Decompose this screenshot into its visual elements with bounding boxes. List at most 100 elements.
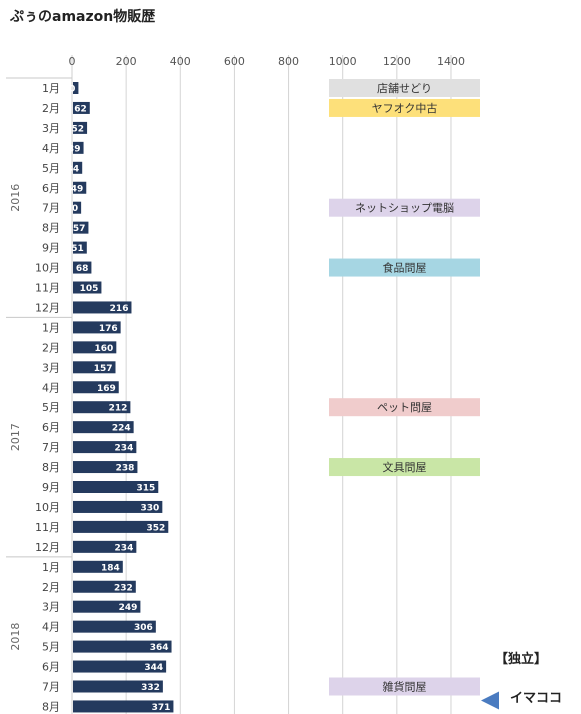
annotation-label: ヤフオク中古 [372, 102, 438, 115]
bar-value-label: 30 [66, 204, 79, 214]
current-position-marker-icon [481, 691, 499, 710]
bars: 20 62 52 39 34 49 30 57 51 68 105 216 176 160 157 169 21… [63, 82, 174, 713]
bar-value-label: 249 [119, 603, 138, 613]
bar [73, 500, 163, 513]
bar [73, 620, 156, 633]
annotation-box [329, 198, 480, 217]
x-tick-label: 1200 [383, 55, 411, 68]
bar [73, 361, 116, 374]
independence-note: 【独立】 [495, 652, 548, 667]
grid-lines [71, 55, 452, 714]
x-tick-label: 0 [69, 55, 76, 68]
bar-value-label: 49 [71, 184, 84, 194]
bar-value-label: 68 [76, 264, 89, 274]
chart-title: ぷぅのamazon物販歴 [10, 9, 156, 25]
month-label: 9月 [42, 481, 60, 494]
bar-value-label: 176 [99, 324, 118, 334]
month-label: 2月 [42, 341, 60, 354]
bar-value-label: 20 [63, 85, 76, 95]
month-label: 7月 [42, 441, 60, 454]
x-axis-ticks: 0 200 400 600 800 1000 1200 1400 [69, 55, 465, 68]
bar [73, 141, 84, 154]
bar [73, 680, 163, 693]
month-label: 5月 [42, 162, 60, 175]
annotation-label: 文具問屋 [383, 460, 427, 474]
month-label: 3月 [42, 601, 60, 614]
bar-value-label: 57 [73, 224, 86, 234]
bar [73, 540, 137, 553]
month-label: 8月 [42, 222, 60, 235]
bar [73, 421, 134, 434]
year-axis: 2016 1月 2月 3月 4月 5月 6月 7月 8月 9月 10月 11月 12月 2017 1月 2月 3… [6, 77, 72, 713]
bar [73, 221, 89, 234]
bar-value-label: 234 [115, 543, 134, 553]
bar [73, 261, 92, 274]
x-tick-label: 400 [170, 55, 191, 68]
bar [73, 82, 79, 94]
month-label: 4月 [42, 621, 60, 634]
bar [73, 401, 131, 414]
month-label: 4月 [42, 381, 60, 394]
annotation-label: 雑貨問屋 [383, 680, 427, 694]
month-label: 10月 [35, 501, 60, 514]
month-label: 5月 [42, 641, 60, 654]
annotation-label: ペット問屋 [377, 401, 432, 414]
bar-value-label: 232 [114, 583, 133, 593]
x-tick-label: 600 [224, 55, 245, 68]
bar [73, 700, 174, 713]
bar [73, 660, 167, 673]
annotation-label: ネットショップ電脳 [355, 202, 454, 215]
annotation-box [329, 258, 480, 277]
bar [73, 441, 137, 454]
bar [73, 461, 138, 474]
month-label: 9月 [42, 242, 60, 255]
year-label: 2016 [9, 184, 22, 212]
month-label: 2月 [42, 102, 60, 115]
month-label: 3月 [42, 122, 60, 135]
x-tick-label: 200 [116, 55, 137, 68]
month-label: 5月 [42, 401, 60, 414]
month-label: 1月 [42, 321, 60, 334]
bar [73, 301, 132, 314]
bar-value-label: 315 [136, 484, 155, 494]
bar-value-label: 34 [67, 164, 80, 174]
bar [73, 241, 87, 254]
month-label: 7月 [42, 681, 60, 694]
month-label: 10月 [35, 262, 60, 275]
current-position-label: イマココ [510, 691, 563, 706]
bar-value-label: 52 [72, 124, 85, 134]
bar-value-label: 184 [101, 563, 120, 573]
x-tick-label: 1000 [329, 55, 357, 68]
month-label: 6月 [42, 661, 60, 674]
bar-value-label: 39 [68, 144, 81, 154]
annotation-box [329, 398, 480, 417]
annotation-box [329, 677, 480, 696]
month-label: 3月 [42, 361, 60, 374]
bar-value-label: 169 [97, 384, 116, 394]
annotation-label: 店舗せどり [377, 81, 432, 95]
annotation-label: 食品問屋 [383, 261, 427, 275]
bar-value-label: 364 [150, 643, 169, 653]
bar [73, 121, 88, 134]
month-label: 1月 [42, 561, 60, 574]
month-label: 1月 [42, 82, 60, 95]
bar [73, 600, 141, 613]
bar-value-label: 51 [71, 244, 84, 254]
bar-value-label: 160 [95, 344, 114, 354]
month-label: 7月 [42, 202, 60, 215]
month-label: 12月 [35, 541, 60, 554]
month-label: 4月 [42, 142, 60, 155]
bar [73, 481, 159, 493]
bar [73, 381, 119, 394]
bar-value-label: 306 [134, 623, 153, 633]
bar [73, 321, 121, 334]
x-tick-label: 800 [278, 55, 299, 68]
month-label: 6月 [42, 421, 60, 434]
bar [73, 161, 83, 174]
annotation-box [329, 458, 480, 477]
bar-value-label: 157 [94, 364, 113, 374]
month-label: 12月 [35, 301, 60, 314]
annotation-box [329, 98, 480, 117]
bar [73, 281, 102, 294]
